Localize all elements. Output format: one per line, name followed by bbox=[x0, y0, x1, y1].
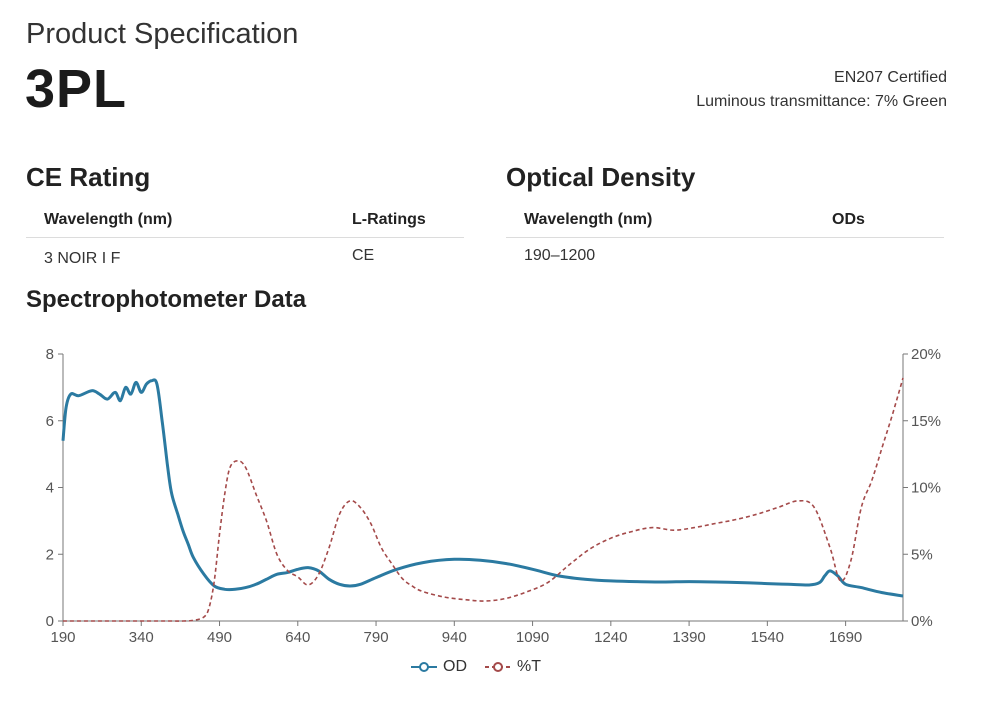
table-row: 3 NOIR I F CE bbox=[26, 238, 464, 281]
y-right-tick-label: 15% bbox=[911, 413, 941, 430]
y-left-tick-label: 2 bbox=[46, 546, 54, 563]
x-tick-label: 1690 bbox=[829, 629, 862, 646]
certification-text: EN207 Certified bbox=[834, 69, 947, 86]
x-tick-label: 1540 bbox=[751, 629, 784, 646]
x-tick-label: 190 bbox=[50, 629, 75, 646]
optical-density-table: Wavelength (nm) ODs 190–1200 bbox=[506, 203, 944, 274]
table-header-row: Wavelength (nm) ODs bbox=[506, 203, 944, 238]
y-right-tick-label: 5% bbox=[911, 546, 933, 563]
x-tick-label: 1390 bbox=[672, 629, 705, 646]
y-left-tick-label: 4 bbox=[46, 480, 54, 497]
optical-density-heading: Optical Density bbox=[506, 162, 696, 192]
t-legend-icon bbox=[485, 662, 511, 672]
table-cell: 3 NOIR I F bbox=[44, 250, 121, 267]
x-tick-label: 640 bbox=[285, 629, 310, 646]
legend-label-t: %T bbox=[517, 658, 541, 675]
od-legend-icon bbox=[411, 662, 437, 672]
x-tick-label: 1090 bbox=[516, 629, 549, 646]
page-title: Product Specification bbox=[26, 18, 299, 50]
x-tick-label: 1240 bbox=[594, 629, 627, 646]
ce-rating-table: Wavelength (nm) L-Ratings 3 NOIR I F CE bbox=[26, 203, 464, 280]
legend-label-od: OD bbox=[443, 658, 467, 675]
column-header-ods: ODs bbox=[814, 203, 944, 238]
transmittance-text: Luminous transmittance: 7% Green bbox=[696, 93, 947, 110]
table-cell: 190–1200 bbox=[524, 247, 596, 264]
x-tick-label: 940 bbox=[442, 629, 467, 646]
x-tick-label: 790 bbox=[364, 629, 389, 646]
od-series-line bbox=[61, 378, 904, 598]
certification-block: EN207 Certified Luminous transmittance: … bbox=[696, 66, 947, 114]
legend-item-t[interactable]: %T bbox=[485, 658, 541, 676]
y-right-tick-label: 20% bbox=[911, 346, 941, 363]
table-cell bbox=[814, 238, 944, 275]
table-row: 190–1200 bbox=[506, 238, 944, 275]
y-right-tick-label: 10% bbox=[911, 480, 941, 497]
table-cell: CE bbox=[352, 247, 375, 264]
y-left-tick-label: 6 bbox=[46, 413, 54, 430]
table-header-row: Wavelength (nm) L-Ratings bbox=[26, 203, 464, 238]
product-name: 3PL bbox=[25, 59, 128, 119]
spectro-chart: 0 2 4 6 8 0% 5% 10% 15% 20% 190 340 490 640 790 940 1090… bbox=[46, 346, 941, 646]
column-header-l-ratings: L-Ratings bbox=[334, 203, 464, 238]
column-header-wavelength: Wavelength (nm) bbox=[506, 203, 814, 238]
legend-item-od[interactable]: OD bbox=[411, 658, 467, 676]
column-header-wavelength: Wavelength (nm) bbox=[26, 203, 334, 238]
chart-legend: OD %T bbox=[411, 658, 553, 676]
x-tick-label: 490 bbox=[207, 629, 232, 646]
spectro-heading: Spectrophotometer Data bbox=[26, 286, 307, 313]
y-left-tick-label: 0 bbox=[46, 613, 54, 630]
y-right-tick-label: 0% bbox=[911, 613, 933, 630]
ce-rating-heading: CE Rating bbox=[26, 162, 151, 192]
y-left-tick-label: 8 bbox=[46, 346, 54, 363]
t-series-line bbox=[62, 377, 904, 622]
x-tick-label: 340 bbox=[129, 629, 154, 646]
